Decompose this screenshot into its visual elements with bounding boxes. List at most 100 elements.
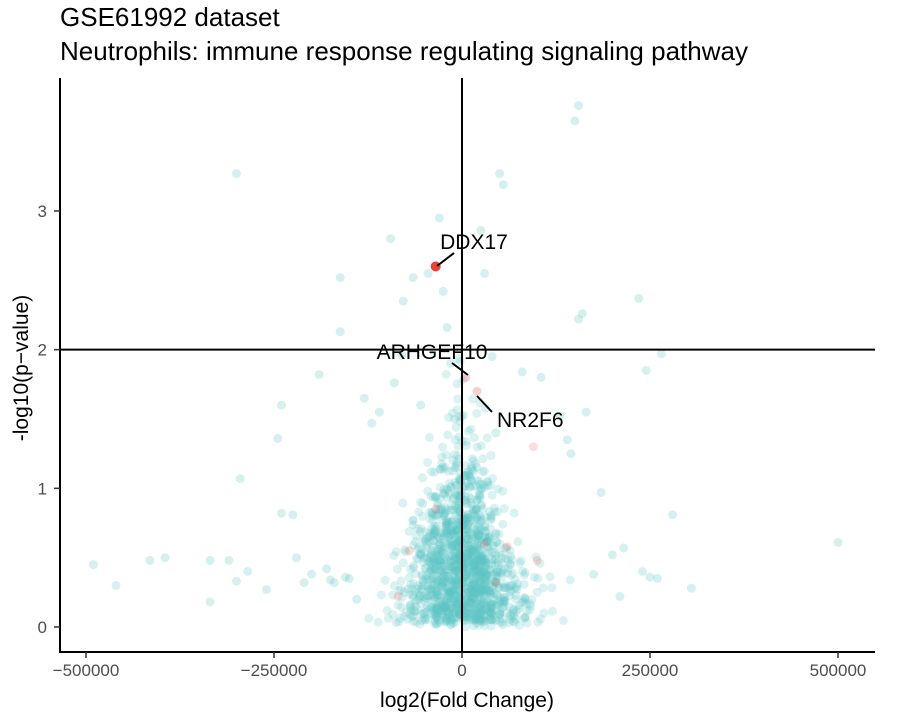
cloud-point (466, 587, 476, 596)
cloud-point (476, 552, 486, 562)
cloud-point (478, 504, 488, 514)
cloud-point (450, 581, 460, 591)
cloud-point (434, 556, 444, 566)
cloud-point (413, 605, 423, 615)
cloud-point (425, 566, 435, 576)
cloud-point (430, 565, 440, 575)
cloud-point (486, 451, 496, 461)
cloud-point (472, 442, 482, 452)
cloud-point (474, 557, 484, 566)
cloud-point (435, 615, 445, 625)
cloud-point (482, 433, 492, 443)
scatter-point (495, 169, 505, 179)
cloud-point (468, 567, 478, 577)
scatter-point (398, 296, 408, 306)
cloud-point (432, 603, 441, 613)
scatter-point (299, 578, 309, 588)
cloud-point (450, 555, 460, 565)
cloud-point (450, 435, 460, 445)
cloud-point (474, 491, 484, 501)
cloud-point (467, 501, 477, 511)
cloud-point (431, 610, 441, 620)
cloud-point (462, 468, 471, 478)
cloud-point (451, 480, 461, 490)
cloud-point (432, 544, 442, 554)
cloud-point (499, 504, 509, 513)
cloud-point (409, 561, 419, 571)
cloud-point (481, 564, 491, 574)
cloud-point (462, 612, 472, 622)
cloud-point (477, 537, 487, 547)
cloud-point (475, 593, 485, 603)
cloud-point (435, 597, 445, 607)
cloud-point (447, 615, 457, 625)
cloud-point (436, 609, 446, 619)
cloud-point (488, 582, 498, 592)
cloud-point (510, 617, 520, 627)
cloud-point (404, 526, 414, 536)
cloud-point (503, 568, 512, 578)
cloud-point (445, 609, 454, 618)
cloud-point (485, 585, 495, 595)
cloud-point (394, 617, 404, 627)
cloud-point (448, 562, 458, 572)
cloud-point (420, 593, 430, 603)
cloud-point (480, 522, 490, 532)
cloud-point (389, 551, 399, 561)
cloud-point (405, 580, 415, 590)
cloud-point (468, 505, 478, 515)
cloud-point (444, 560, 454, 570)
cloud-point (472, 564, 482, 574)
cloud-point (469, 592, 479, 602)
cloud-point (468, 606, 478, 616)
cloud-point (462, 514, 472, 524)
cloud-point (499, 599, 509, 609)
cloud-point (478, 454, 488, 464)
cloud-point (423, 614, 433, 624)
cloud-point (475, 491, 485, 501)
scatter-point (517, 367, 527, 377)
cloud-point (502, 544, 512, 553)
cloud-point (462, 478, 472, 488)
cloud-point (487, 607, 497, 617)
cloud-point (474, 567, 484, 577)
cloud-point (468, 481, 478, 491)
cloud-point (472, 543, 481, 553)
scatter-point (570, 116, 580, 126)
cloud-point (467, 598, 477, 608)
cloud-point (438, 561, 448, 571)
y-tick-label: 3 (38, 202, 47, 221)
cloud-point (428, 555, 438, 565)
cloud-point (478, 553, 488, 563)
cloud-point (480, 568, 490, 578)
cloud-point (484, 560, 494, 569)
cloud-point (486, 532, 495, 542)
cloud-point (495, 597, 505, 607)
cloud-point (468, 562, 478, 572)
cloud-point (472, 552, 482, 561)
cloud-point (471, 615, 481, 625)
cloud-point (446, 529, 456, 539)
scatter-point (386, 234, 396, 244)
cloud-point (485, 611, 495, 621)
cloud-point (415, 526, 425, 536)
cloud-point (432, 602, 442, 612)
cloud-point (485, 507, 495, 516)
cloud-point (438, 528, 448, 538)
cloud-point (466, 476, 476, 485)
cloud-point (466, 516, 476, 526)
cloud-point (453, 518, 463, 528)
cloud-point (491, 577, 501, 587)
cloud-point (439, 542, 449, 551)
cloud-point (460, 491, 470, 501)
cloud-point (500, 554, 510, 563)
cloud-point (407, 612, 417, 622)
cloud-point (492, 579, 502, 589)
cloud-point (476, 609, 486, 619)
cloud-point (452, 525, 461, 535)
cloud-point (446, 517, 456, 527)
cloud-point (449, 579, 459, 589)
cloud-point (460, 552, 470, 562)
cloud-point (469, 594, 479, 603)
cloud-point (422, 591, 432, 601)
